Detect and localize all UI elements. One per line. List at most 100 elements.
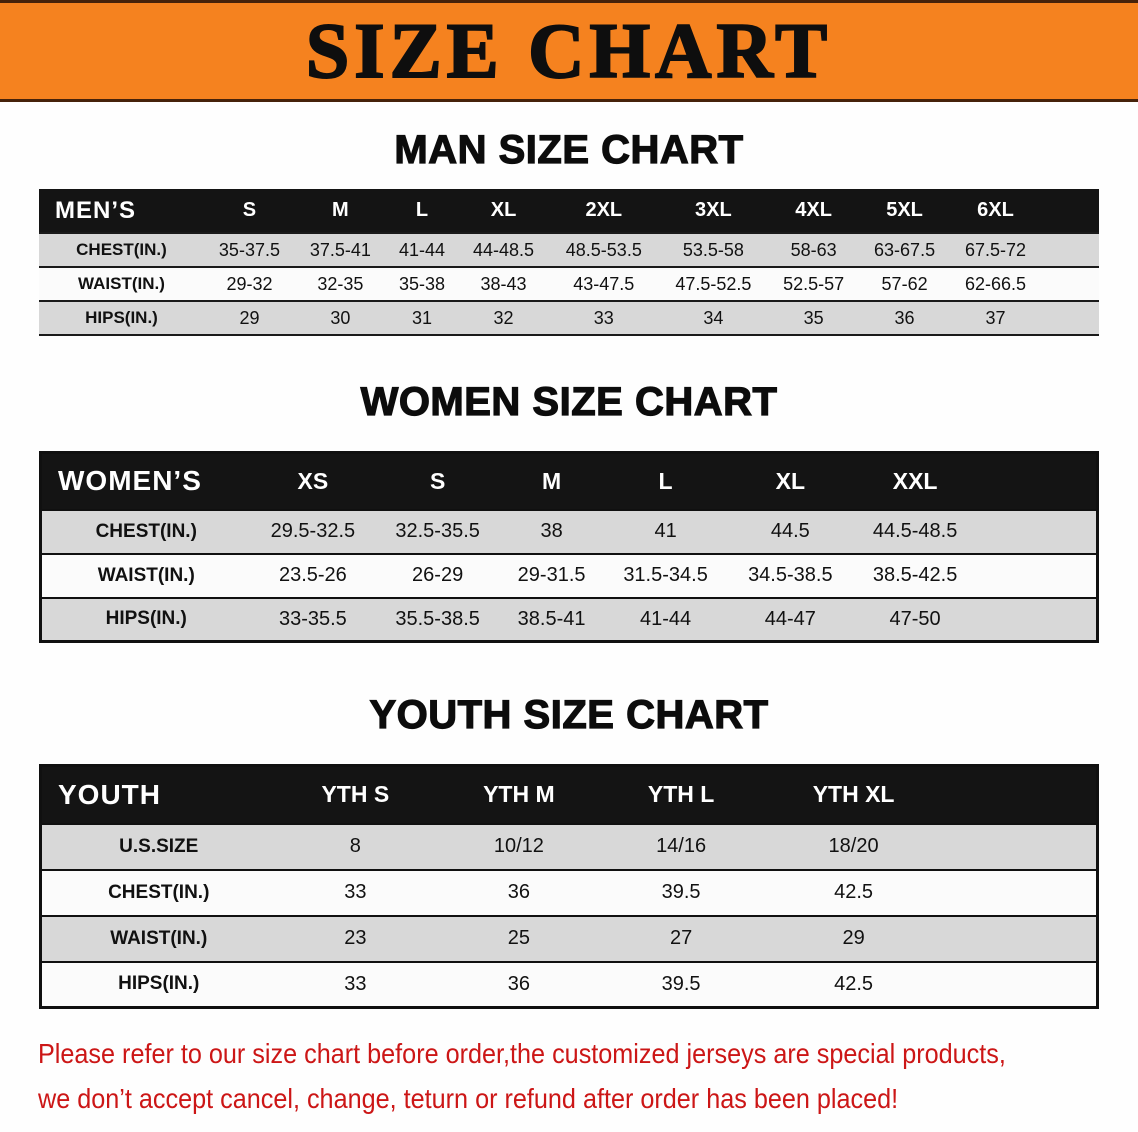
men-chest-in-m: 37.5-41 (294, 233, 386, 267)
women-size-table: WOMEN’S XS S M L XL XXL CHEST(IN.) 29.5-32.5 32.5… (39, 451, 1099, 643)
women-waist-in-xs: 23.5-26 (250, 553, 376, 598)
women-col-header-l: L (603, 452, 728, 510)
disclaimer-line-2: we don’t accept cancel, change, teturn o… (38, 1083, 899, 1115)
men-chest-in-4xl: 58-63 (768, 233, 860, 267)
women-hips-in-xs: 33-35.5 (250, 597, 376, 642)
men-row-label-chest-in: CHEST(IN.) (39, 233, 204, 267)
men-hips-in-6xl: 37 (950, 301, 1041, 335)
youth-waist-in-yth-xl: 29 (759, 915, 948, 962)
men-col-header-5xl: 5XL (859, 189, 951, 233)
women-waist-in-s: 26-29 (375, 553, 500, 598)
women-col-header-s: S (375, 452, 500, 510)
women-hips-in-m: 38.5-41 (500, 597, 604, 642)
men-chest-in-6xl: 67.5-72 (950, 233, 1041, 267)
men-col-header-4xl: 4XL (768, 189, 860, 233)
men-chest-in-s: 35-37.5 (204, 233, 295, 267)
men-chest-in-l: 41-44 (385, 233, 459, 267)
women-table-header-row: WOMEN’S XS S M L XL XXL (40, 452, 1098, 510)
men-hips-in-l: 31 (385, 301, 459, 335)
youth-row-u-s-size: U.S.SIZE 8 10/12 14/16 18/20 (40, 823, 1098, 870)
table-right-spacer (947, 961, 1098, 1008)
men-size-table: MEN’S S M L XL 2XL 3XL 4XL 5XL 6XL CHEST(IN.) 35-37… (39, 189, 1099, 336)
women-waist-in-xl: 34.5-38.5 (727, 553, 853, 598)
women-chest-in-xl: 44.5 (727, 509, 853, 554)
women-chest-in-l: 41 (603, 509, 728, 554)
women-chest-in-xxl: 44.5-48.5 (852, 509, 978, 554)
men-col-header-xl: XL (458, 189, 549, 233)
women-waist-in-m: 29-31.5 (500, 553, 604, 598)
women-row-hips-in: HIPS(IN.) 33-35.5 35.5-38.5 38.5-41 41-44 44-… (40, 597, 1098, 642)
table-right-spacer (977, 553, 1098, 598)
table-right-spacer (1041, 301, 1099, 335)
women-row-waist-in: WAIST(IN.) 23.5-26 26-29 29-31.5 31.5-34.5 34… (40, 553, 1098, 598)
size-chart-sections: MAN SIZE CHART MEN’S S M L XL 2XL 3XL 4XL 5XL 6XL C… (0, 127, 1138, 1009)
youth-col-header-yth-m: YTH M (435, 765, 603, 824)
women-col-header-xs: XS (250, 452, 376, 510)
men-waist-in-2xl: 43-47.5 (549, 267, 659, 301)
men-row-label-hips-in: HIPS(IN.) (39, 301, 204, 335)
youth-row-hips-in: HIPS(IN.) 33 36 39.5 42.5 (40, 961, 1098, 1008)
youth-chest-in-yth-l: 39.5 (602, 869, 760, 916)
women-row-label-hips-in: HIPS(IN.) (40, 597, 251, 642)
women-chest-in-s: 32.5-35.5 (375, 509, 500, 554)
youth-waist-in-yth-m: 25 (435, 915, 603, 962)
youth-row-waist-in: WAIST(IN.) 23 25 27 29 (40, 915, 1098, 962)
youth-hips-in-yth-l: 39.5 (602, 961, 760, 1008)
women-col-header-xl: XL (727, 452, 853, 510)
men-waist-in-l: 35-38 (385, 267, 459, 301)
men-row-hips-in: HIPS(IN.) 29 30 31 32 33 34 35 36 37 (39, 301, 1099, 335)
men-waist-in-m: 32-35 (294, 267, 386, 301)
men-col-header-l: L (385, 189, 459, 233)
women-row-label-waist-in: WAIST(IN.) (40, 553, 251, 598)
youth-u-s-size-yth-m: 10/12 (435, 823, 603, 870)
women-hips-in-xxl: 47-50 (852, 597, 978, 642)
women-row-label-chest-in: CHEST(IN.) (40, 509, 251, 554)
men-hips-in-m: 30 (294, 301, 386, 335)
youth-u-s-size-yth-xl: 18/20 (759, 823, 948, 870)
women-hips-in-l: 41-44 (603, 597, 728, 642)
men-chest-in-2xl: 48.5-53.5 (549, 233, 659, 267)
youth-chest-in-yth-xl: 42.5 (759, 869, 948, 916)
disclaimer: Please refer to our size chart before or… (0, 1031, 1138, 1122)
youth-waist-in-yth-s: 23 (275, 915, 436, 962)
youth-row-label-chest-in: CHEST(IN.) (40, 869, 276, 916)
men-waist-in-6xl: 62-66.5 (950, 267, 1041, 301)
women-chest-in-xs: 29.5-32.5 (250, 509, 376, 554)
youth-col-header-yth-xl: YTH XL (759, 765, 948, 824)
men-col-header-6xl: 6XL (950, 189, 1041, 233)
women-col-header-m: M (500, 452, 604, 510)
size-chart-title: SIZE CHART (305, 7, 833, 94)
men-chest-in-3xl: 53.5-58 (658, 233, 769, 267)
youth-size-chart-section: YOUTH SIZE CHART YOUTH YTH S YTH M YTH L YTH … (0, 692, 1138, 1009)
youth-size-table: YOUTH YTH S YTH M YTH L YTH XL U.S.SIZE 8 10/12… (39, 764, 1099, 1009)
men-table-header-row: MEN’S S M L XL 2XL 3XL 4XL 5XL 6XL (39, 189, 1099, 233)
youth-u-s-size-yth-l: 14/16 (602, 823, 760, 870)
women-row-chest-in: CHEST(IN.) 29.5-32.5 32.5-35.5 38 41 44.5 44.5… (40, 509, 1098, 554)
men-col-header-3xl: 3XL (658, 189, 769, 233)
table-right-spacer (947, 869, 1098, 916)
men-row-chest-in: CHEST(IN.) 35-37.5 37.5-41 41-44 44-48.5 48.5… (39, 233, 1099, 267)
women-chest-in-m: 38 (500, 509, 604, 554)
men-chest-in-xl: 44-48.5 (458, 233, 549, 267)
men-size-chart-heading: MAN SIZE CHART (394, 127, 744, 172)
men-hips-in-2xl: 33 (549, 301, 659, 335)
youth-row-label-u-s-size: U.S.SIZE (40, 823, 276, 870)
youth-size-chart-heading: YOUTH SIZE CHART (369, 692, 769, 737)
men-hips-in-xl: 32 (458, 301, 549, 335)
size-chart-banner: SIZE CHART (0, 0, 1138, 102)
men-waist-in-xl: 38-43 (458, 267, 549, 301)
table-right-spacer (977, 597, 1098, 642)
table-right-spacer (977, 509, 1098, 554)
women-hips-in-xl: 44-47 (727, 597, 853, 642)
table-right-spacer (1041, 189, 1099, 233)
women-table-corner-label: WOMEN’S (40, 452, 251, 510)
women-waist-in-xxl: 38.5-42.5 (852, 553, 978, 598)
men-hips-in-3xl: 34 (658, 301, 769, 335)
youth-u-s-size-yth-s: 8 (275, 823, 436, 870)
women-size-chart-heading: WOMEN SIZE CHART (360, 379, 778, 424)
youth-hips-in-yth-m: 36 (435, 961, 603, 1008)
women-hips-in-s: 35.5-38.5 (375, 597, 500, 642)
men-waist-in-s: 29-32 (204, 267, 295, 301)
table-right-spacer (1041, 267, 1099, 301)
